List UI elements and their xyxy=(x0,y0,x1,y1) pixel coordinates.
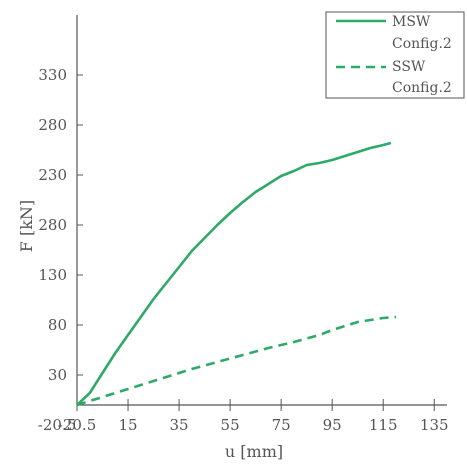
legend-label-msw: MSW xyxy=(392,14,431,30)
y-tick-label: 280 xyxy=(38,116,67,134)
series-line-msw xyxy=(76,141,392,406)
y-tick-label: 330 xyxy=(38,66,67,84)
x-tick-label: 115 xyxy=(369,416,398,434)
y-tick-label: 280 xyxy=(38,216,67,234)
legend-box xyxy=(325,11,465,99)
x-tick-label: 55 xyxy=(221,416,240,434)
y-tick-label: 80 xyxy=(48,316,67,334)
tick-marks xyxy=(76,74,435,411)
y-tick-label: 230 xyxy=(38,166,67,184)
x-tick-label: 135 xyxy=(420,416,449,434)
x-tick-label: 75 xyxy=(272,416,291,434)
axes xyxy=(76,15,447,406)
x-tick-label: -20.5 xyxy=(58,416,96,434)
x-tick-label: 15 xyxy=(118,416,137,434)
y-tick-label: 30 xyxy=(48,366,67,384)
y-axis-label: F [kN] xyxy=(17,200,36,252)
x-tick-label: 95 xyxy=(323,416,342,434)
y-tick-label: -20.5 xyxy=(38,416,76,434)
x-tick-label: 35 xyxy=(170,416,189,434)
tick-labels: -20.5 15 35 55 75 95 115 135 -20.5 30 80 130 280 230 2… xyxy=(38,66,449,434)
legend-label-ssw: SSW xyxy=(392,59,426,75)
legend-label-ssw-config: Config.2 xyxy=(392,80,452,96)
legend: MSW Config.2 SSW Config.2 xyxy=(325,11,465,99)
x-axis-label: u [mm] xyxy=(225,442,283,461)
data-series xyxy=(76,141,397,407)
legend-label-msw-config: Config.2 xyxy=(392,36,452,52)
series-line-ssw xyxy=(76,315,397,407)
y-tick-label: 130 xyxy=(38,266,67,284)
